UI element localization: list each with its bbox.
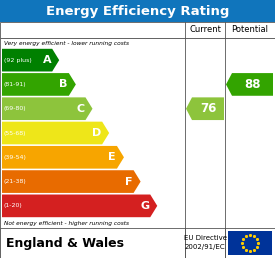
Text: Not energy efficient - higher running costs: Not energy efficient - higher running co… <box>4 221 129 225</box>
Bar <box>228 231 272 255</box>
Text: G: G <box>140 201 149 211</box>
Text: C: C <box>76 104 84 114</box>
Polygon shape <box>2 122 109 144</box>
Polygon shape <box>2 73 76 96</box>
Polygon shape <box>2 97 92 120</box>
Text: Very energy efficient - lower running costs: Very energy efficient - lower running co… <box>4 41 129 45</box>
Polygon shape <box>2 146 124 169</box>
Polygon shape <box>226 73 273 96</box>
Text: E: E <box>108 152 116 162</box>
Text: (21-38): (21-38) <box>4 179 27 184</box>
Text: (1-20): (1-20) <box>4 203 23 208</box>
Text: 88: 88 <box>244 78 261 91</box>
Text: A: A <box>43 55 51 65</box>
Polygon shape <box>2 49 59 71</box>
Text: (55-68): (55-68) <box>4 131 26 135</box>
Polygon shape <box>186 97 224 120</box>
Text: Current: Current <box>189 26 221 35</box>
Bar <box>0 38 275 258</box>
Text: Potential: Potential <box>232 26 268 35</box>
Text: B: B <box>59 79 68 90</box>
Text: (69-80): (69-80) <box>4 106 27 111</box>
Text: (39-54): (39-54) <box>4 155 27 160</box>
Bar <box>0 22 275 38</box>
Bar <box>0 228 275 258</box>
Text: 76: 76 <box>200 102 216 115</box>
Text: EU Directive
2002/91/EC: EU Directive 2002/91/EC <box>183 236 227 251</box>
Text: (81-91): (81-91) <box>4 82 27 87</box>
Polygon shape <box>2 195 157 217</box>
Text: England & Wales: England & Wales <box>6 237 124 249</box>
Polygon shape <box>2 170 141 193</box>
Bar <box>0 0 275 22</box>
Text: Energy Efficiency Rating: Energy Efficiency Rating <box>46 4 229 18</box>
Text: F: F <box>125 176 133 187</box>
Text: (92 plus): (92 plus) <box>4 58 32 63</box>
Text: D: D <box>92 128 101 138</box>
